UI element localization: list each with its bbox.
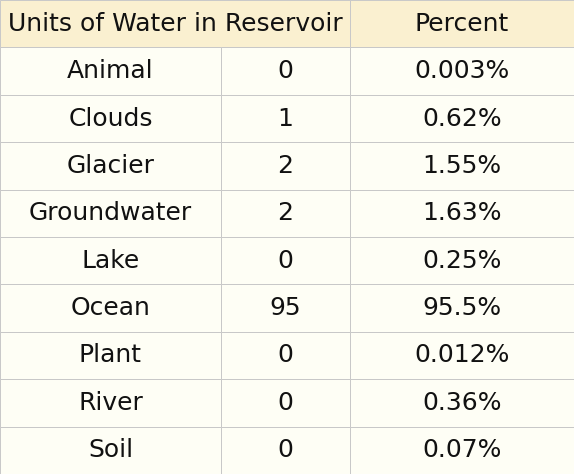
Text: 0: 0 [278,438,293,462]
Bar [0,95,221,142]
Bar [221,142,350,190]
Bar [350,95,574,142]
Bar [221,237,350,284]
Bar [221,379,350,427]
Bar [0,190,221,237]
Text: 0.003%: 0.003% [414,59,510,83]
Text: Clouds: Clouds [68,107,153,130]
Text: 95.5%: 95.5% [422,296,502,320]
Text: Soil: Soil [88,438,133,462]
Text: Glacier: Glacier [67,154,154,178]
Bar [350,237,574,284]
Bar [350,332,574,379]
Text: Animal: Animal [67,59,154,83]
Text: Plant: Plant [79,344,142,367]
Text: 2: 2 [278,201,293,225]
Bar [0,379,221,427]
Text: 0: 0 [278,249,293,273]
Bar [0,284,221,332]
Text: 0: 0 [278,344,293,367]
Text: Units of Water in Reservoir: Units of Water in Reservoir [7,12,343,36]
Text: 0: 0 [278,391,293,415]
Bar [350,379,574,427]
Bar [350,190,574,237]
Text: Lake: Lake [82,249,139,273]
Bar [221,190,350,237]
Bar [221,332,350,379]
Bar [0,47,221,95]
Text: Groundwater: Groundwater [29,201,192,225]
Bar [350,427,574,474]
Text: River: River [78,391,143,415]
Bar [0,332,221,379]
Text: 0: 0 [278,59,293,83]
Bar [221,47,350,95]
Text: 0.36%: 0.36% [422,391,502,415]
Bar [350,284,574,332]
Text: 1.55%: 1.55% [422,154,502,178]
Text: 0.62%: 0.62% [422,107,502,130]
Bar [350,0,574,47]
Bar [221,284,350,332]
Text: 1.63%: 1.63% [422,201,502,225]
Text: 0.25%: 0.25% [422,249,502,273]
Text: Ocean: Ocean [71,296,150,320]
Bar [221,427,350,474]
Text: 95: 95 [270,296,301,320]
Bar [0,0,350,47]
Bar [0,142,221,190]
Bar [221,95,350,142]
Text: 1: 1 [278,107,293,130]
Text: 0.07%: 0.07% [422,438,502,462]
Text: 0.012%: 0.012% [414,344,510,367]
Text: 2: 2 [278,154,293,178]
Bar [350,142,574,190]
Bar [350,47,574,95]
Text: Percent: Percent [415,12,509,36]
Bar [0,427,221,474]
Bar [0,237,221,284]
